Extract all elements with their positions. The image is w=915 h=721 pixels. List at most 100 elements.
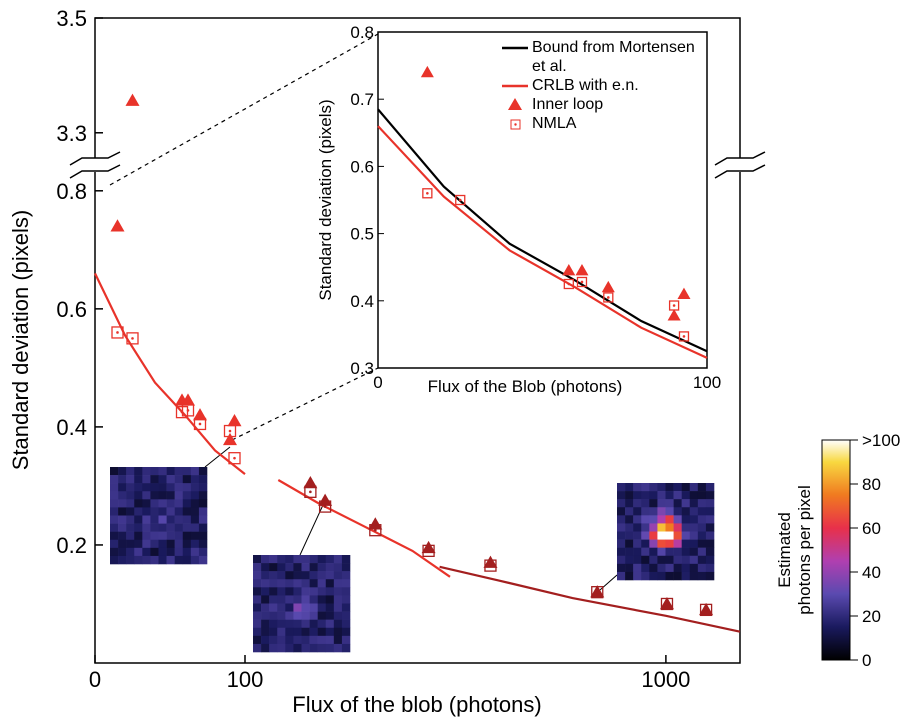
square-dot bbox=[228, 429, 232, 433]
blob-pixel bbox=[174, 523, 184, 532]
blob-pixel bbox=[325, 643, 335, 653]
blob-pixel bbox=[166, 523, 175, 532]
blob-pixel bbox=[293, 619, 302, 629]
blob-pixel bbox=[705, 499, 715, 508]
blob-pixel bbox=[253, 603, 262, 612]
square-dot bbox=[198, 422, 202, 426]
blob-pixel bbox=[134, 491, 143, 500]
blob-pixel bbox=[309, 643, 318, 653]
blob-pixel bbox=[697, 555, 707, 565]
blob-pixel bbox=[309, 627, 318, 637]
blob-pixel bbox=[681, 523, 691, 532]
blob-pixel bbox=[341, 635, 351, 645]
blob-pixel bbox=[617, 515, 626, 524]
blob-pixel bbox=[142, 539, 151, 549]
blob-pixel bbox=[325, 571, 335, 580]
blob-pixel bbox=[633, 507, 642, 516]
blob-pixel bbox=[665, 539, 674, 548]
blob-pixel bbox=[158, 475, 167, 484]
blob-pixel bbox=[325, 635, 335, 645]
blob-pixel bbox=[269, 595, 278, 604]
square-dot bbox=[607, 296, 610, 299]
blob-pixel bbox=[285, 611, 294, 620]
blob-pixel bbox=[341, 603, 351, 612]
square-marker bbox=[563, 278, 574, 290]
blob-pixel bbox=[317, 555, 327, 564]
square-dot bbox=[489, 564, 492, 567]
blob-pixel bbox=[341, 563, 351, 572]
blob-pixel bbox=[261, 587, 270, 596]
blob-pixel bbox=[293, 579, 302, 588]
blob-pixel bbox=[657, 531, 666, 540]
blob-pixel bbox=[118, 467, 127, 476]
blob-pixel bbox=[198, 475, 208, 484]
blob-pixel bbox=[301, 571, 310, 580]
blob-pixel bbox=[198, 467, 208, 476]
blob-pixel bbox=[625, 483, 634, 492]
square-outline bbox=[576, 276, 588, 288]
square-outline bbox=[193, 417, 207, 431]
blob-pixel bbox=[158, 491, 167, 500]
blob-pixel bbox=[293, 571, 302, 580]
blob-pixel bbox=[625, 539, 634, 548]
blob-pixel bbox=[166, 531, 175, 541]
blob-pixel bbox=[625, 563, 634, 573]
blob-pixel bbox=[625, 547, 634, 557]
blob-pixel bbox=[689, 539, 699, 548]
blob-pixel bbox=[293, 643, 302, 653]
blob-pixel bbox=[253, 563, 262, 572]
inset-x-label: Flux of the Blob (photons) bbox=[428, 377, 623, 396]
blob-pixel bbox=[269, 579, 278, 588]
blob-pixel bbox=[705, 531, 715, 540]
blob-pixel bbox=[673, 555, 682, 565]
blob-pixel bbox=[158, 499, 167, 508]
blob-pixel bbox=[182, 507, 192, 516]
blob-pixel bbox=[150, 499, 159, 508]
square-outline bbox=[228, 452, 241, 465]
blob-pixel bbox=[182, 547, 192, 557]
blob-pixel bbox=[261, 611, 270, 620]
blob-pixel bbox=[625, 491, 634, 500]
blob-pixel bbox=[110, 483, 119, 492]
blob-pixel bbox=[649, 531, 658, 540]
blob-pixel bbox=[190, 499, 200, 508]
blob-pixel bbox=[110, 531, 119, 541]
y-tick-label: 0.2 bbox=[56, 533, 87, 558]
blob-pixel bbox=[689, 531, 699, 540]
blob-pixel bbox=[285, 579, 294, 588]
square-dot bbox=[323, 505, 327, 508]
blob-pixel bbox=[641, 507, 650, 516]
blob-pixel bbox=[277, 595, 286, 604]
triangle-marker bbox=[368, 517, 383, 530]
blob-pixel bbox=[198, 507, 208, 516]
blob-pixel bbox=[182, 491, 192, 500]
blob-pixel bbox=[198, 515, 208, 524]
blob-pixel bbox=[190, 555, 200, 565]
inset-x-tick-label: 0 bbox=[373, 373, 382, 392]
blob-pixel bbox=[110, 523, 119, 532]
colorbar-tick-label: 40 bbox=[862, 563, 881, 582]
blob-pixel bbox=[689, 523, 699, 532]
blob-pixel bbox=[309, 563, 318, 572]
blob-image bbox=[253, 555, 351, 653]
blob-pixel bbox=[110, 475, 119, 484]
blob-pixel bbox=[325, 563, 335, 572]
plot-frame bbox=[94, 17, 741, 664]
blob-pixel bbox=[166, 483, 175, 492]
blob-pixel bbox=[705, 563, 715, 573]
square-dot bbox=[309, 490, 312, 494]
blob-pixel bbox=[681, 483, 691, 492]
blob-pixel bbox=[150, 547, 159, 557]
blob-pixel bbox=[134, 555, 143, 565]
blob-pixel bbox=[158, 539, 167, 549]
blob-pixel bbox=[301, 563, 310, 572]
blob-pixel bbox=[665, 547, 674, 557]
legend-entry: CRLB with e.n. bbox=[498, 76, 703, 95]
square-outline bbox=[181, 404, 195, 417]
blob-pixel bbox=[665, 531, 674, 540]
blob-pixel bbox=[697, 571, 707, 581]
inset-y-tick-label: 0.6 bbox=[350, 157, 374, 176]
blob-pixel bbox=[134, 523, 143, 532]
legend-marker-dot bbox=[514, 123, 517, 126]
